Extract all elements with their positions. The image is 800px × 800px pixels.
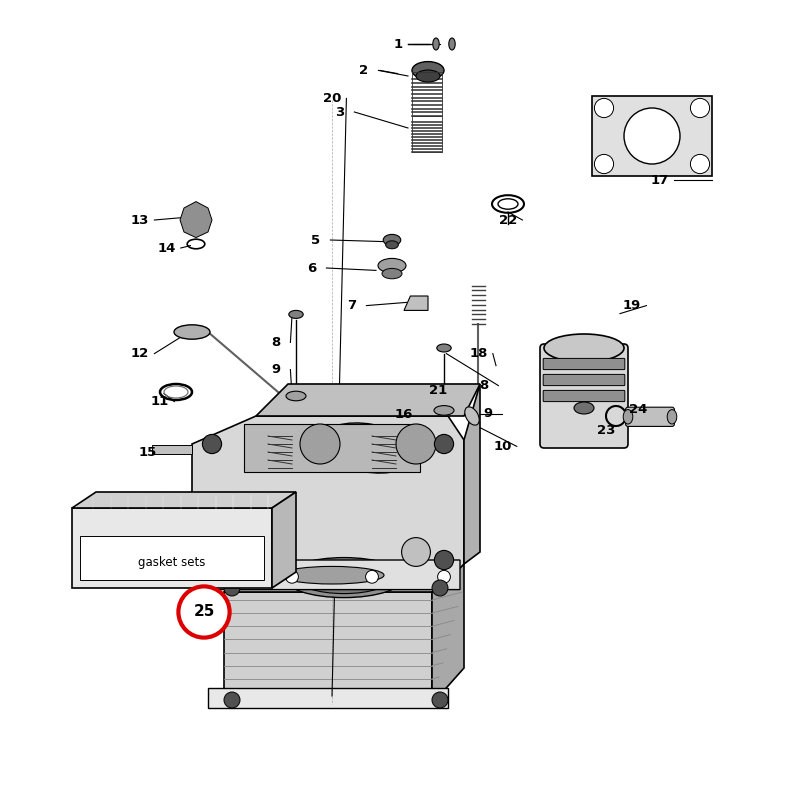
Circle shape [432,692,448,708]
Text: 19: 19 [623,299,641,312]
Circle shape [178,586,230,638]
FancyBboxPatch shape [80,536,264,580]
FancyBboxPatch shape [543,374,625,386]
FancyBboxPatch shape [626,407,674,426]
Polygon shape [224,592,432,704]
Text: 13: 13 [131,214,149,226]
Text: 9: 9 [271,363,281,376]
Text: 20: 20 [323,92,341,105]
Ellipse shape [174,325,210,339]
Ellipse shape [382,268,402,279]
Text: 22: 22 [499,214,517,226]
Circle shape [690,98,710,118]
Circle shape [434,434,454,454]
Polygon shape [224,564,464,592]
Circle shape [224,692,240,708]
Text: 1: 1 [394,38,403,50]
Text: 3: 3 [335,106,345,118]
Text: 10: 10 [494,440,511,453]
FancyBboxPatch shape [543,390,625,402]
Text: 18: 18 [470,347,487,360]
Text: 5: 5 [311,234,321,246]
Text: 11: 11 [151,395,169,408]
Circle shape [202,550,222,570]
Polygon shape [256,384,480,416]
Circle shape [624,108,680,164]
Bar [152,445,192,454]
Ellipse shape [667,410,677,424]
Text: 17: 17 [651,174,669,186]
Circle shape [434,550,454,570]
Text: 2: 2 [359,64,369,77]
FancyBboxPatch shape [543,358,625,370]
Polygon shape [204,560,460,590]
Text: 8: 8 [271,336,281,349]
Text: 12: 12 [131,347,149,360]
Text: 24: 24 [630,403,647,416]
Text: 23: 23 [598,424,615,437]
Polygon shape [192,416,464,580]
Circle shape [300,424,340,464]
Ellipse shape [544,334,624,362]
Circle shape [594,98,614,118]
Polygon shape [404,296,428,310]
Ellipse shape [574,402,594,414]
Circle shape [438,570,450,583]
Polygon shape [272,492,296,588]
Text: 15: 15 [139,446,157,458]
Text: 25: 25 [194,605,214,619]
Circle shape [402,538,430,566]
Ellipse shape [433,38,439,50]
Ellipse shape [289,310,303,318]
Circle shape [366,570,378,583]
Polygon shape [72,492,296,508]
Circle shape [202,434,222,454]
Text: 7: 7 [347,299,357,312]
Ellipse shape [383,234,401,246]
Text: 21: 21 [430,384,447,397]
FancyBboxPatch shape [540,344,628,448]
Circle shape [224,580,240,596]
Ellipse shape [386,241,398,249]
Polygon shape [180,202,212,238]
Circle shape [396,424,436,464]
Text: 14: 14 [158,242,175,254]
Polygon shape [464,384,480,564]
Ellipse shape [284,558,404,598]
Ellipse shape [286,391,306,401]
Circle shape [594,154,614,174]
Text: 8: 8 [479,379,489,392]
Ellipse shape [321,423,415,473]
Ellipse shape [449,38,455,50]
Ellipse shape [416,70,440,82]
Circle shape [432,580,448,596]
Circle shape [286,570,298,583]
Polygon shape [592,96,712,176]
FancyBboxPatch shape [208,688,448,708]
Text: 9: 9 [483,407,493,420]
Circle shape [214,570,226,583]
Circle shape [690,154,710,174]
Ellipse shape [296,562,392,594]
Polygon shape [432,564,464,704]
Text: gasket sets: gasket sets [138,556,206,569]
Polygon shape [244,424,420,472]
Ellipse shape [437,344,451,352]
Ellipse shape [465,407,479,425]
Ellipse shape [434,406,454,415]
FancyBboxPatch shape [72,508,272,588]
Ellipse shape [378,258,406,273]
Text: 16: 16 [395,408,413,421]
Ellipse shape [280,566,384,584]
Ellipse shape [623,410,633,424]
Text: 6: 6 [307,262,317,274]
Ellipse shape [412,62,444,79]
